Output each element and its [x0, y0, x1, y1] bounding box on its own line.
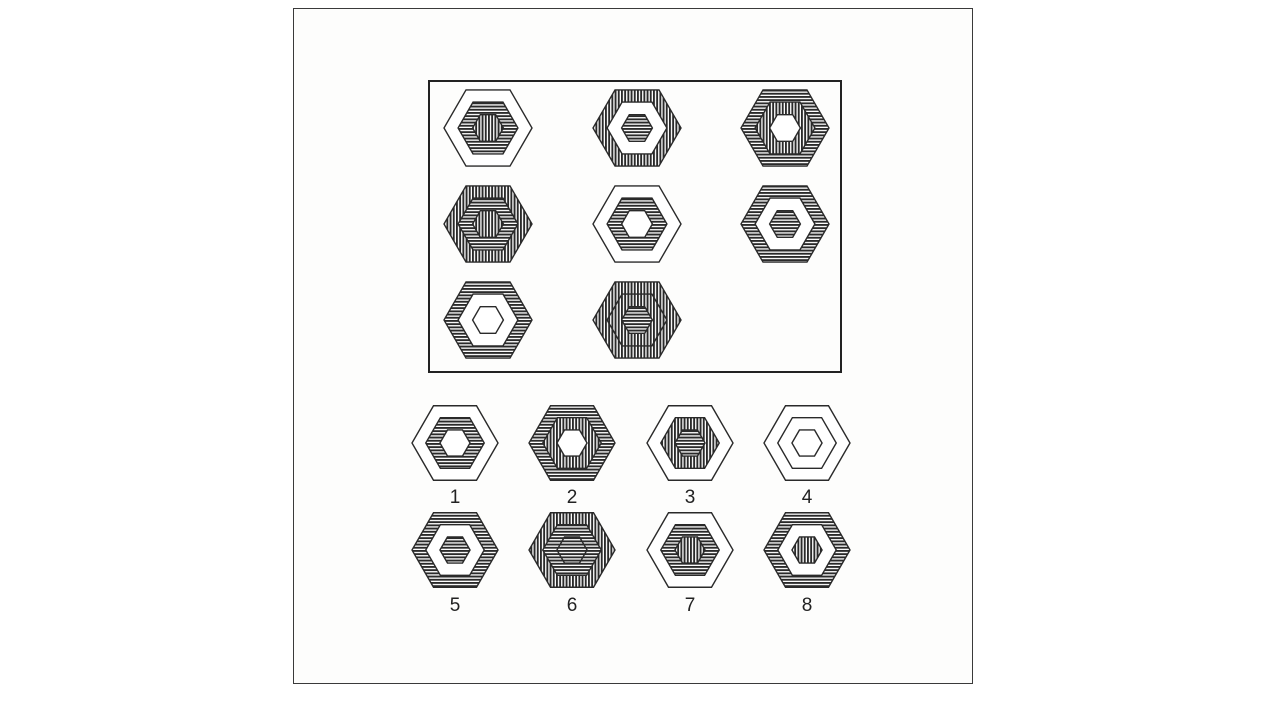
option-2-figure[interactable] [525, 396, 619, 490]
option-5-figure[interactable] [408, 503, 502, 597]
option-6-figure[interactable] [525, 503, 619, 597]
option-3-figure[interactable] [643, 396, 737, 490]
matrix-cell-8 [592, 281, 682, 359]
inner-ring [620, 209, 654, 239]
option-4-figure[interactable] [760, 396, 854, 490]
matrix-cell-6 [740, 185, 830, 263]
inner-ring [791, 429, 823, 457]
inner-ring [471, 113, 505, 143]
inner-ring [471, 305, 505, 335]
option-7-label: 7 [684, 595, 696, 616]
inner-ring [768, 113, 802, 143]
option-2-label: 2 [566, 487, 578, 508]
inner-ring [620, 305, 654, 335]
option-3-label: 3 [684, 487, 696, 508]
option-8-figure[interactable] [760, 503, 854, 597]
matrix-cell-2 [592, 89, 682, 167]
matrix-frame [428, 80, 842, 373]
inner-ring [439, 429, 471, 457]
matrix-cell-4 [443, 185, 533, 263]
matrix-cell-7 [443, 281, 533, 359]
option-5-label: 5 [449, 595, 461, 616]
matrix-cell-5 [592, 185, 682, 263]
matrix-cell-3 [740, 89, 830, 167]
matrix-cell-1 [443, 89, 533, 167]
option-4-label: 4 [801, 487, 813, 508]
inner-ring [768, 209, 802, 239]
inner-ring [674, 429, 706, 457]
inner-ring [674, 536, 706, 564]
inner-ring [556, 536, 588, 564]
inner-ring [791, 536, 823, 564]
option-1-figure[interactable] [408, 396, 502, 490]
inner-ring [556, 429, 588, 457]
option-6-label: 6 [566, 595, 578, 616]
option-8-label: 8 [801, 595, 813, 616]
inner-ring [471, 209, 505, 239]
inner-ring [620, 113, 654, 143]
inner-ring [439, 536, 471, 564]
option-1-label: 1 [449, 487, 461, 508]
option-7-figure[interactable] [643, 503, 737, 597]
